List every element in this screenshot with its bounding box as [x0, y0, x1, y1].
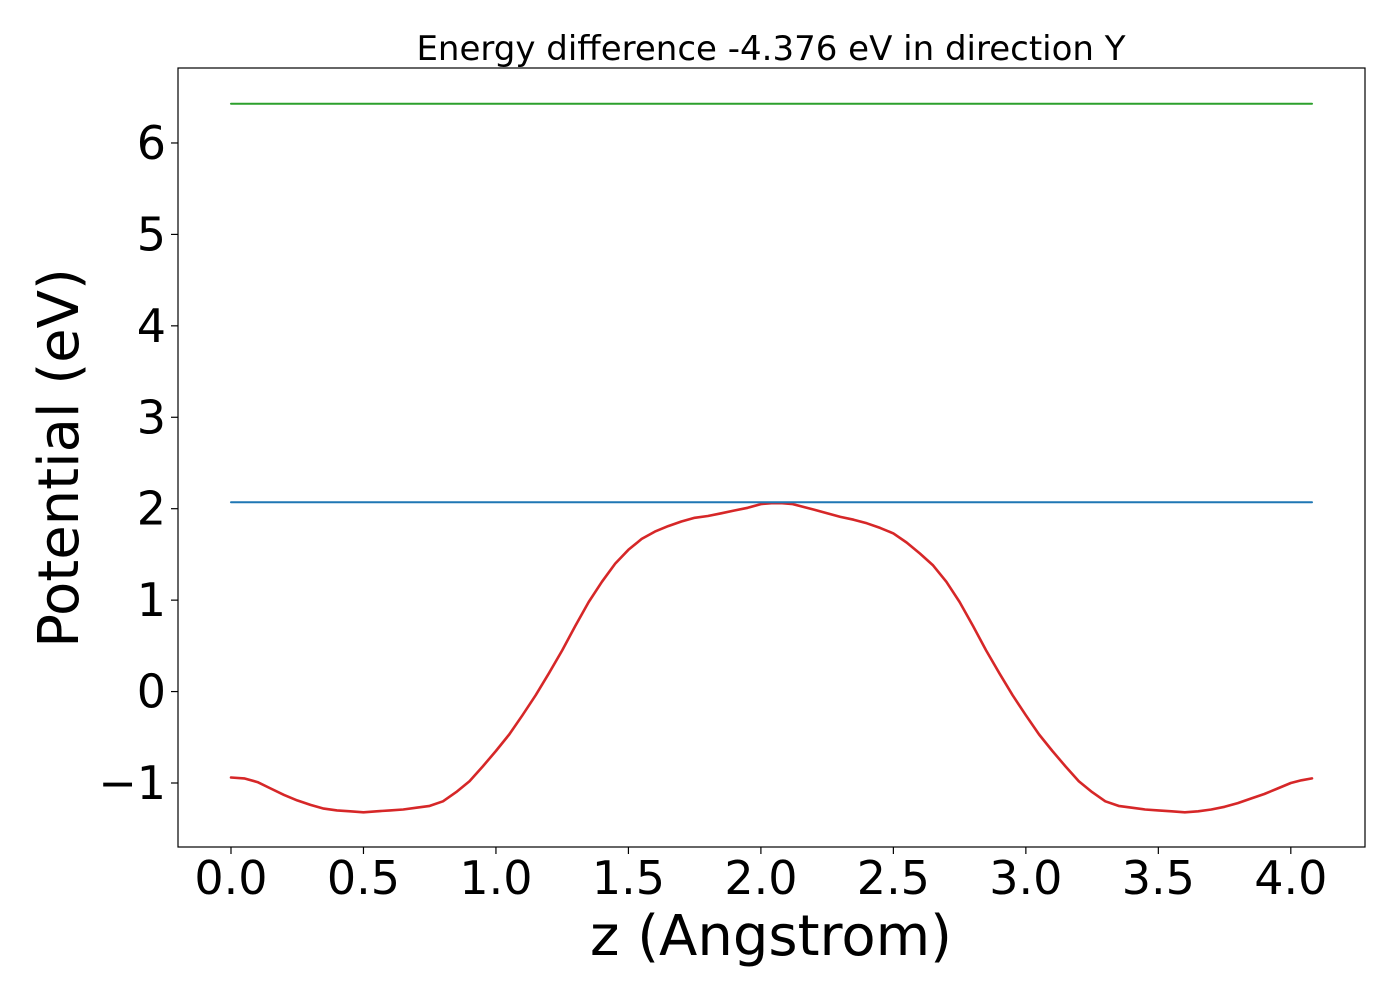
y-tick-label: 4 — [137, 299, 166, 353]
y-tick-label: 3 — [137, 390, 166, 444]
x-tick-label: 1.0 — [459, 851, 532, 905]
y-tick-label: 6 — [137, 116, 166, 170]
y-tick-label: 0 — [137, 665, 166, 719]
x-axis-label: z (Angstrom) — [590, 904, 952, 969]
x-tick-label: 3.0 — [989, 851, 1062, 905]
x-tick-label: 2.0 — [724, 851, 797, 905]
series-layer — [229, 102, 1314, 814]
y-tick-label: 2 — [137, 482, 166, 536]
x-tick-label: 1.5 — [592, 851, 665, 905]
x-axis-ticks: 0.0 0.5 1.0 1.5 2.0 2.5 3.0 3.5 4.0 — [194, 847, 1327, 905]
plot-frame — [177, 67, 1366, 848]
y-tick-label: 1 — [137, 573, 166, 627]
x-tick-label: 0.5 — [327, 851, 400, 905]
x-tick-label: 3.5 — [1122, 851, 1195, 905]
chart-title: Energy difference -4.376 eV in direction… — [416, 29, 1125, 69]
x-tick-label: 0.0 — [194, 851, 267, 905]
y-tick-label: 5 — [137, 207, 166, 261]
potential-curve — [229, 501, 1314, 814]
x-tick-label: 2.5 — [857, 851, 930, 905]
y-axis-label: Potential (eV) — [27, 268, 92, 648]
x-tick-label: 4.0 — [1254, 851, 1327, 905]
y-axis-ticks: −1 0 1 2 3 4 5 6 — [98, 116, 178, 810]
y-tick-label: −1 — [98, 756, 166, 810]
